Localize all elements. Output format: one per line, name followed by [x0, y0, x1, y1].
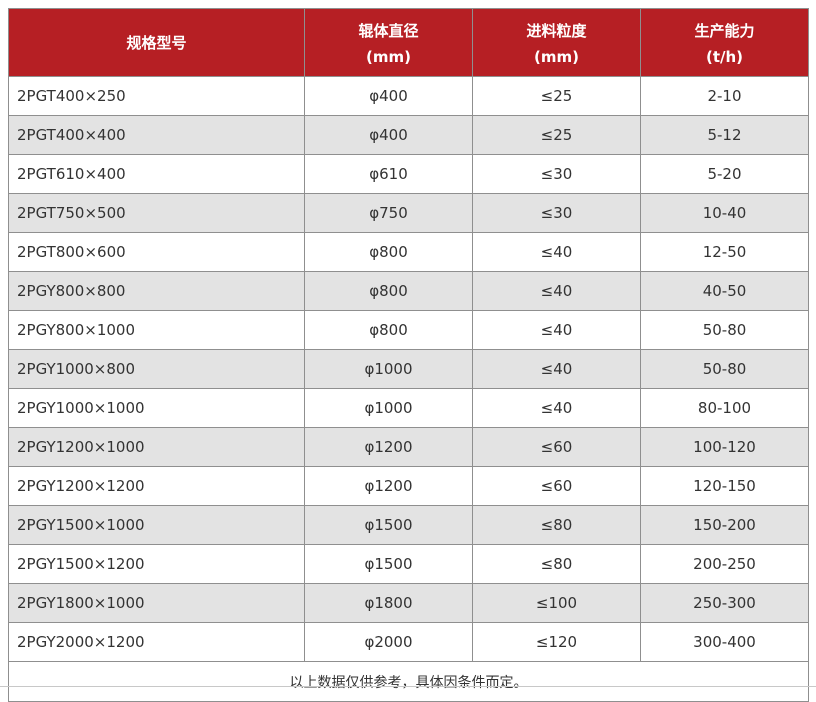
value-cell: 100-120 — [640, 427, 809, 467]
table-footer: 以上数据仅供参考，具体因条件而定。 — [8, 661, 809, 702]
table-body: 2PGT400×250 φ400 ≤25 2-10 2PGT400×400 φ400 ≤25… — [8, 76, 809, 662]
value-cell: φ400 — [304, 115, 473, 155]
column-header: 规格型号 — [8, 8, 305, 77]
table-row: 2PGT400×250 φ400 ≤25 2-10 — [8, 76, 809, 116]
model-cell: 2PGT750×500 — [8, 193, 305, 233]
value-cell: 5-20 — [640, 154, 809, 194]
model-cell: 2PGY1500×1000 — [8, 505, 305, 545]
model-cell: 2PGY1800×1000 — [8, 583, 305, 623]
column-header: 生产能力 (t/h) — [640, 8, 809, 77]
value-cell: φ400 — [304, 76, 473, 116]
value-cell: ≤40 — [472, 349, 641, 389]
table-row: 2PGY1000×800 φ1000 ≤40 50-80 — [8, 349, 809, 389]
table-row: 2PGY1500×1200 φ1500 ≤80 200-250 — [8, 544, 809, 584]
value-cell: 50-80 — [640, 310, 809, 350]
table-row: 2PGY2000×1200 φ2000 ≤120 300-400 — [8, 622, 809, 662]
value-cell: φ800 — [304, 310, 473, 350]
value-cell: φ1200 — [304, 427, 473, 467]
model-cell: 2PGY1500×1200 — [8, 544, 305, 584]
value-cell: ≤60 — [472, 466, 641, 506]
table-row: 2PGY1800×1000 φ1800 ≤100 250-300 — [8, 583, 809, 623]
model-cell: 2PGT610×400 — [8, 154, 305, 194]
column-header: 辊体直径 (mm) — [304, 8, 473, 77]
value-cell: ≤60 — [472, 427, 641, 467]
table-header: 规格型号 辊体直径 (mm) 进料粒度 (mm) 生产能力 (t/h) — [8, 8, 809, 77]
model-cell: 2PGY1000×1000 — [8, 388, 305, 428]
column-header-unit: (t/h) — [705, 47, 744, 66]
model-cell: 2PGY1000×800 — [8, 349, 305, 389]
value-cell: 150-200 — [640, 505, 809, 545]
table-row: 2PGY1200×1000 φ1200 ≤60 100-120 — [8, 427, 809, 467]
page-bottom-divider — [0, 686, 816, 687]
value-cell: ≤30 — [472, 193, 641, 233]
value-cell: φ1000 — [304, 388, 473, 428]
column-header-label: 生产能力 — [694, 21, 755, 40]
value-cell: ≤120 — [472, 622, 641, 662]
header-row: 规格型号 辊体直径 (mm) 进料粒度 (mm) 生产能力 (t/h) — [8, 8, 809, 77]
value-cell: 80-100 — [640, 388, 809, 428]
value-cell: ≤40 — [472, 310, 641, 350]
model-cell: 2PGY800×800 — [8, 271, 305, 311]
value-cell: φ610 — [304, 154, 473, 194]
model-cell: 2PGY800×1000 — [8, 310, 305, 350]
value-cell: ≤40 — [472, 232, 641, 272]
model-cell: 2PGY1200×1000 — [8, 427, 305, 467]
spec-table-page: 规格型号 辊体直径 (mm) 进料粒度 (mm) 生产能力 (t/h) 2PGT400×25… — [8, 8, 809, 702]
value-cell: 50-80 — [640, 349, 809, 389]
value-cell: φ1200 — [304, 466, 473, 506]
value-cell: ≤80 — [472, 544, 641, 584]
column-header-unit: (mm) — [366, 47, 411, 66]
table-row: 2PGY1000×1000 φ1000 ≤40 80-100 — [8, 388, 809, 428]
table-row: 2PGT750×500 φ750 ≤30 10-40 — [8, 193, 809, 233]
footnote-row: 以上数据仅供参考，具体因条件而定。 — [8, 661, 809, 702]
value-cell: ≤40 — [472, 271, 641, 311]
value-cell: ≤40 — [472, 388, 641, 428]
value-cell: 40-50 — [640, 271, 809, 311]
value-cell: φ1000 — [304, 349, 473, 389]
footnote: 以上数据仅供参考，具体因条件而定。 — [8, 661, 809, 702]
value-cell: ≤100 — [472, 583, 641, 623]
value-cell: ≤25 — [472, 115, 641, 155]
value-cell: 200-250 — [640, 544, 809, 584]
table-row: 2PGT400×400 φ400 ≤25 5-12 — [8, 115, 809, 155]
column-header-label: 辊体直径 — [358, 21, 419, 40]
column-header-unit: (mm) — [534, 47, 579, 66]
table-row: 2PGY1500×1000 φ1500 ≤80 150-200 — [8, 505, 809, 545]
model-cell: 2PGT400×250 — [8, 76, 305, 116]
value-cell: 12-50 — [640, 232, 809, 272]
model-cell: 2PGT800×600 — [8, 232, 305, 272]
table-row: 2PGY800×1000 φ800 ≤40 50-80 — [8, 310, 809, 350]
value-cell: φ1800 — [304, 583, 473, 623]
table-row: 2PGY800×800 φ800 ≤40 40-50 — [8, 271, 809, 311]
value-cell: φ2000 — [304, 622, 473, 662]
value-cell: 300-400 — [640, 622, 809, 662]
model-cell: 2PGY2000×1200 — [8, 622, 305, 662]
column-header-label: 规格型号 — [126, 34, 187, 52]
value-cell: φ1500 — [304, 505, 473, 545]
value-cell: φ1500 — [304, 544, 473, 584]
value-cell: 120-150 — [640, 466, 809, 506]
value-cell: ≤80 — [472, 505, 641, 545]
value-cell: 10-40 — [640, 193, 809, 233]
table-row: 2PGY1200×1200 φ1200 ≤60 120-150 — [8, 466, 809, 506]
value-cell: ≤25 — [472, 76, 641, 116]
model-cell: 2PGY1200×1200 — [8, 466, 305, 506]
column-header: 进料粒度 (mm) — [472, 8, 641, 77]
value-cell: ≤30 — [472, 154, 641, 194]
value-cell: 5-12 — [640, 115, 809, 155]
value-cell: φ800 — [304, 271, 473, 311]
value-cell: 250-300 — [640, 583, 809, 623]
value-cell: 2-10 — [640, 76, 809, 116]
spec-table: 规格型号 辊体直径 (mm) 进料粒度 (mm) 生产能力 (t/h) 2PGT400×25… — [8, 8, 809, 702]
value-cell: φ800 — [304, 232, 473, 272]
column-header-label: 进料粒度 — [526, 21, 587, 40]
table-row: 2PGT800×600 φ800 ≤40 12-50 — [8, 232, 809, 272]
value-cell: φ750 — [304, 193, 473, 233]
table-row: 2PGT610×400 φ610 ≤30 5-20 — [8, 154, 809, 194]
model-cell: 2PGT400×400 — [8, 115, 305, 155]
